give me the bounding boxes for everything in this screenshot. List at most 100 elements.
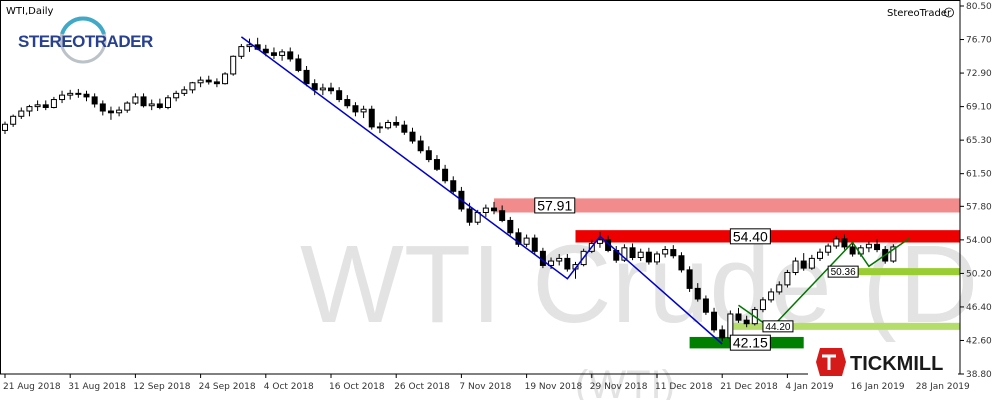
x-tick-label: 4 Jan 2019	[785, 382, 833, 392]
candle-body	[385, 121, 392, 129]
zone-label-text: 42.15	[733, 335, 768, 351]
candle-body	[678, 255, 685, 271]
candle-body	[499, 210, 506, 221]
candle-body	[417, 140, 424, 152]
x-tick-label: 19 Nov 2018	[525, 382, 583, 392]
candle-body	[735, 313, 742, 321]
y-tick-label: 72.90	[966, 69, 992, 79]
x-tick-label: 12 Sep 2018	[133, 382, 190, 392]
x-tick-label: 21 Dec 2018	[720, 382, 778, 392]
candle-body	[132, 96, 139, 104]
candle-body	[75, 92, 82, 95]
candle-body	[670, 249, 677, 257]
candle-body	[425, 150, 432, 161]
candle-body	[393, 121, 400, 126]
candle-body	[59, 94, 66, 101]
y-tick-label: 65.30	[966, 136, 992, 146]
candle-body	[784, 272, 791, 286]
candle-body	[621, 247, 628, 261]
candle-body	[800, 260, 807, 269]
candle-body	[890, 246, 897, 262]
x-tick-label: 16 Jan 2019	[851, 382, 905, 392]
candle-body	[181, 89, 188, 94]
candle-body	[759, 299, 766, 311]
candle-body	[238, 46, 245, 57]
candle-body	[10, 115, 17, 125]
zone-label-box	[729, 334, 771, 351]
candle-body	[548, 260, 555, 266]
candle-body	[279, 51, 286, 56]
candle-body	[336, 90, 343, 101]
candle-body	[116, 109, 123, 114]
candle-body	[189, 82, 196, 91]
stereotrader-logo: STEREOTRADER	[18, 16, 153, 64]
price-zone	[730, 322, 960, 330]
candle-body	[637, 251, 644, 259]
zone-label-box	[827, 265, 859, 278]
candle-body	[409, 131, 416, 142]
candle-body	[833, 238, 840, 247]
y-tick-label: 38.80	[966, 370, 992, 380]
candle-body	[319, 87, 326, 91]
y-tick-label: 76.70	[966, 36, 992, 46]
candle-body	[776, 284, 783, 293]
candle-body	[50, 99, 57, 108]
candle-body	[262, 48, 269, 54]
zone-label-box	[762, 320, 794, 333]
candle-body	[743, 319, 750, 325]
candle-body	[67, 92, 74, 96]
candle-body	[702, 298, 709, 313]
stereotrader-logo-arc	[60, 16, 106, 35]
candle-body	[645, 251, 652, 263]
candle-body	[442, 168, 449, 182]
tickmill-logo-text: TICKMILL	[850, 353, 943, 375]
trend-line	[240, 36, 723, 345]
x-tick-label: 29 Nov 2018	[590, 382, 648, 392]
brand-label: StereoTrader	[887, 8, 952, 19]
candle-body	[662, 249, 669, 255]
y-tick-label: 61.50	[966, 170, 992, 180]
y-tick-label: 80.50	[966, 2, 992, 12]
x-tick-label: 7 Nov 2018	[459, 382, 511, 392]
candle-body	[18, 110, 25, 117]
candle-body	[246, 44, 253, 48]
x-tick-label: 24 Sep 2018	[199, 382, 256, 392]
candle-body	[865, 243, 872, 249]
candle-body	[531, 237, 538, 252]
candle-body	[711, 311, 718, 331]
candle-body	[270, 52, 277, 56]
candle-body	[83, 93, 90, 98]
stereotrader-logo-text: STEREOTRADER	[18, 32, 153, 51]
y-tick-label: 69.10	[966, 103, 992, 113]
candle-body	[344, 99, 351, 107]
smiley-icon	[944, 7, 954, 18]
grid-layer	[0, 0, 961, 375]
candle-body	[99, 103, 106, 112]
candle-body	[841, 238, 848, 248]
candle-body	[849, 246, 856, 255]
candle-body	[352, 105, 359, 113]
y-tick-label: 50.20	[966, 269, 992, 279]
candle-body	[230, 55, 237, 75]
candle-body	[222, 73, 229, 85]
candle-body	[34, 104, 41, 108]
zone-label-box	[534, 197, 576, 214]
zone-label-text: 50.36	[831, 267, 856, 278]
candle-body	[694, 287, 701, 300]
watermark-subtext: (WTI)	[575, 363, 675, 400]
candle-body	[825, 245, 832, 253]
watermark-layer: WTI Crude (D (WTI)	[300, 223, 978, 400]
candle-body	[817, 251, 823, 259]
candle-body	[368, 108, 375, 128]
y-tick-label: 54.00	[966, 236, 992, 246]
candle-body	[507, 219, 514, 234]
candle-body	[564, 257, 571, 270]
y-tick-label: 57.80	[966, 202, 992, 212]
candle-body	[686, 269, 693, 289]
candle-body	[556, 257, 563, 262]
candle-body	[148, 103, 155, 107]
candle-body	[26, 106, 33, 112]
trend-line	[738, 237, 911, 330]
candle-body	[482, 207, 489, 214]
